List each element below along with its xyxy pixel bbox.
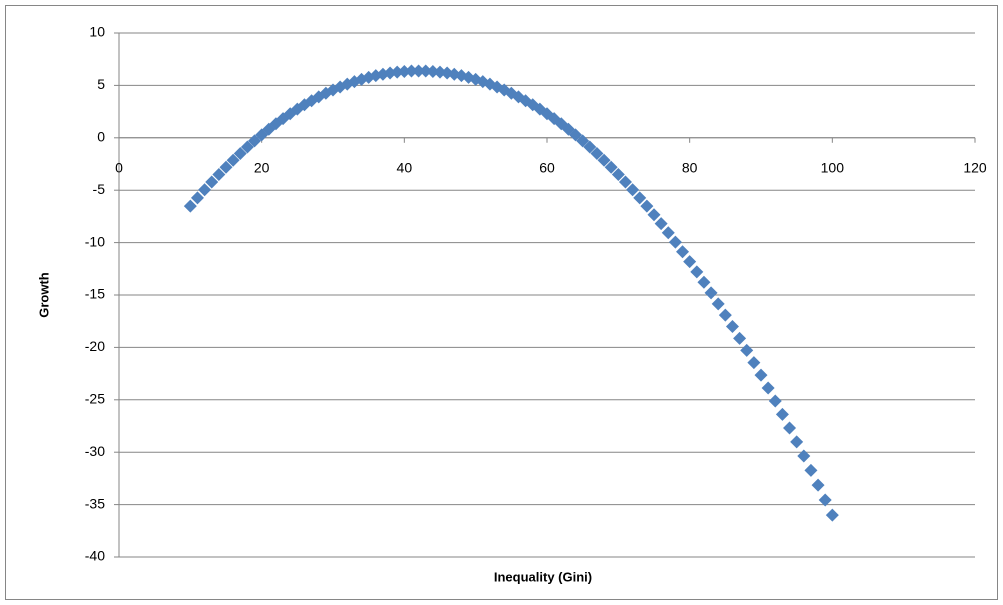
- y-tick-label: -25: [85, 391, 105, 407]
- data-point: [668, 235, 682, 249]
- data-point: [554, 117, 568, 131]
- data-point: [583, 140, 597, 154]
- data-point: [626, 183, 640, 197]
- data-point: [697, 275, 711, 289]
- data-point: [233, 147, 247, 161]
- data-point: [775, 407, 789, 421]
- data-point: [718, 308, 732, 322]
- data-point: [569, 128, 583, 142]
- data-point: [212, 167, 226, 181]
- data-point: [226, 153, 240, 167]
- y-tick-label: -30: [85, 443, 105, 459]
- data-point: [661, 226, 675, 240]
- y-tick-label: -40: [85, 548, 105, 564]
- x-tick-label: 100: [821, 160, 845, 176]
- data-point: [818, 493, 832, 507]
- data-point: [640, 199, 654, 213]
- x-tick-label: 80: [682, 160, 698, 176]
- y-tick-label: 10: [89, 24, 105, 40]
- y-tick-label: -20: [85, 338, 105, 354]
- data-point: [412, 64, 426, 78]
- data-point: [804, 463, 818, 477]
- data-point: [240, 140, 254, 154]
- data-point: [725, 320, 739, 334]
- data-point: [704, 286, 718, 300]
- data-point: [397, 64, 411, 78]
- data-point: [597, 153, 611, 167]
- data-point: [419, 64, 433, 78]
- data-point: [611, 167, 625, 181]
- x-tick-label: 60: [539, 160, 555, 176]
- x-tick-label: 120: [963, 160, 987, 176]
- data-point: [183, 199, 197, 213]
- data-point: [711, 297, 725, 311]
- y-tick-label: -10: [85, 233, 105, 249]
- data-point: [747, 356, 761, 370]
- data-point: [576, 134, 590, 148]
- data-point: [262, 122, 276, 136]
- data-point: [198, 183, 212, 197]
- y-tick-label: -5: [93, 181, 106, 197]
- data-point: [647, 208, 661, 222]
- data-point: [205, 175, 219, 189]
- data-point: [740, 343, 754, 357]
- data-point: [733, 331, 747, 345]
- chart-border: [5, 5, 998, 600]
- x-tick-label: 20: [254, 160, 270, 176]
- y-tick-label: -35: [85, 495, 105, 511]
- data-point: [797, 449, 811, 463]
- data-point: [790, 435, 804, 449]
- y-tick-label: -15: [85, 286, 105, 302]
- y-tick-label: 5: [97, 76, 105, 92]
- data-point: [426, 64, 440, 78]
- data-point: [590, 147, 604, 161]
- x-tick-label: 0: [115, 160, 123, 176]
- data-point: [761, 381, 775, 395]
- data-point: [190, 191, 204, 205]
- data-point: [604, 160, 618, 174]
- data-point: [754, 368, 768, 382]
- data-point: [676, 245, 690, 259]
- data-point: [404, 64, 418, 78]
- data-point: [690, 265, 704, 279]
- data-point: [248, 134, 262, 148]
- y-axis-title: Growth: [36, 272, 51, 318]
- data-point: [811, 478, 825, 492]
- data-point: [825, 508, 839, 522]
- data-point: [219, 160, 233, 174]
- data-point: [768, 394, 782, 408]
- y-tick-label: 0: [97, 129, 105, 145]
- x-tick-label: 40: [397, 160, 413, 176]
- x-axis-title: Inequality (Gini): [494, 569, 592, 584]
- data-point: [683, 255, 697, 269]
- data-point: [618, 175, 632, 189]
- data-point: [633, 191, 647, 205]
- data-point: [390, 65, 404, 79]
- data-point: [654, 217, 668, 231]
- data-point: [783, 421, 797, 435]
